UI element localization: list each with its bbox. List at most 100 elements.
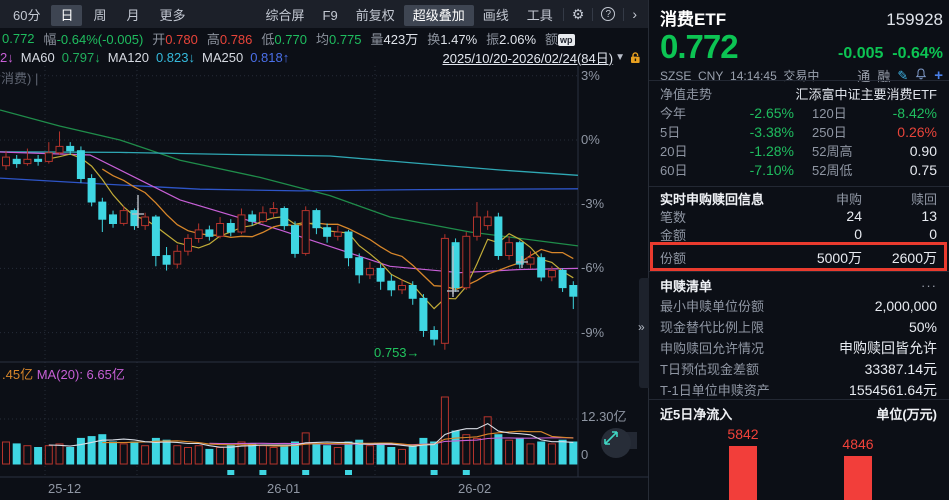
subscribe-shares: 5000万	[816, 249, 862, 266]
list-label: 申购赎回允许情况	[660, 341, 765, 356]
redeem-amount: 0	[929, 226, 937, 242]
nav-row: 5日 -3.38% 250日 0.26%	[649, 122, 949, 141]
quote-label: 振	[486, 31, 500, 47]
quote-value: -0.64%(-0.005)	[56, 31, 144, 47]
list-section-title: 申赎清单	[660, 278, 713, 294]
nav-section-title: 净值走势	[660, 87, 713, 102]
quote-value: 0.770	[274, 31, 307, 47]
help-icon[interactable]: ?	[601, 7, 616, 21]
nav-value: -7.10%	[749, 161, 794, 178]
nav-performance-section: 净值走势 汇添富中证主要消费ETF 今年 -2.65% 120日 -8.42% 5日 -3…	[649, 80, 949, 186]
list-item: 申购赎回允许情况 申购赎回皆允许	[649, 337, 949, 358]
tab-60分[interactable]: 60分	[13, 7, 41, 23]
quote-label: 换	[427, 31, 441, 47]
divider	[623, 7, 625, 21]
lock-icon[interactable]	[629, 51, 642, 64]
flow-section-title: 近5日净流入	[660, 406, 733, 422]
chart-area[interactable]: 消费) | 3%0%-3%-6%-9% 0.753→ » ✕ .45亿 MA(2…	[0, 66, 649, 500]
list-label: T-1日单位申赎资产	[660, 383, 770, 398]
list-label: 最小申赎单位份额	[660, 299, 765, 314]
quote-value: 423万	[383, 31, 419, 47]
list-label: 现金替代比例上限	[660, 320, 765, 335]
quote-低: 低0.770	[261, 29, 307, 48]
tool-工具[interactable]: 工具	[526, 7, 553, 23]
tool-超级叠加[interactable]: 超级叠加	[403, 4, 474, 26]
tool-前复权[interactable]: 前复权	[355, 7, 395, 23]
quote-幅: 幅-0.64%(-0.005)	[44, 29, 144, 48]
nav-value: 0.26%	[897, 123, 937, 140]
nav-label: 52周高	[812, 144, 853, 159]
nav-label: 20日	[660, 144, 688, 159]
list-value: 50%	[908, 318, 937, 335]
flow-bar-value: 5842	[727, 426, 759, 442]
quote-time: 14:14:45	[730, 68, 777, 83]
subscribe-count: 24	[846, 208, 862, 224]
quote-value: 2.06%	[499, 31, 537, 47]
tab-周[interactable]: 周	[93, 7, 107, 23]
add-to-watchlist-icon[interactable]: +	[934, 67, 943, 84]
tab-月[interactable]: 月	[126, 7, 140, 23]
row-label: 份额	[660, 251, 687, 266]
nav-row: 20日 -1.28% 52周高 0.90	[649, 141, 949, 160]
wp-badge-icon: wp	[558, 33, 575, 46]
nav-value: -3.38%	[749, 123, 794, 140]
quote-label: 幅	[43, 31, 57, 47]
nav-rows: 今年 -2.65% 120日 -8.42% 5日 -3.38% 250日 0.26% 20日 -1…	[649, 103, 949, 179]
table-row: 笔数 24 13	[649, 207, 949, 225]
quote-开: 开0.780	[152, 29, 198, 48]
realtime-section-title: 实时申购赎回信息	[660, 191, 765, 207]
nav-label: 5日	[660, 125, 681, 140]
price-change: -0.005 -0.64%	[838, 45, 943, 62]
ma-values: 2↓ MA60 0.797↓ MA120 0.823↓ MA250 0.818↑	[0, 50, 296, 65]
tool-F9[interactable]: F9	[322, 7, 338, 23]
edit-pencil-icon[interactable]: ✎	[897, 67, 909, 83]
more-options-icon[interactable]: ···	[921, 277, 937, 293]
list-value: 1554561.64元	[849, 381, 937, 398]
ma-value: MA60	[20, 49, 55, 65]
flow-unit-label: 单位(万元)	[876, 406, 937, 422]
fund-name: 汇添富中证主要消费ETF	[795, 87, 937, 102]
quote-振: 振2.06%	[486, 29, 536, 48]
ma-value: 2↓	[0, 49, 14, 65]
redeem-count: 13	[921, 208, 937, 224]
table-row-shares: 份额 5000万 2600万	[649, 243, 949, 272]
expand-chart-button[interactable]	[601, 428, 631, 458]
col-redeem: 赎回	[910, 191, 937, 207]
nav-row: 60日 -7.10% 52周低 0.75	[649, 160, 949, 179]
flow-bar	[844, 456, 872, 500]
creation-list-section: 申赎清单 ··· 最小申赎单位份额 2,000,000 现金替代比例上限 50% 申购赎…	[649, 271, 949, 399]
quote-value: 1.47%	[440, 31, 478, 47]
alert-bell-icon[interactable]	[915, 68, 927, 83]
date-range-selector[interactable]: 2025/10/20-2026/02/24(84日)	[442, 50, 614, 66]
quote-换: 换1.47%	[427, 29, 477, 48]
nav-label: 60日	[660, 163, 688, 178]
tool-综合屏[interactable]: 综合屏	[265, 7, 305, 23]
chevron-right-icon[interactable]: ›	[632, 6, 637, 22]
stock-name: 消费ETF	[660, 10, 727, 29]
tool-画线[interactable]: 画线	[482, 7, 509, 23]
nav-value: -2.65%	[749, 104, 794, 121]
tab-更多[interactable]: 更多	[159, 7, 186, 23]
ma-value: 0.818↑	[250, 49, 290, 65]
list-item: T-1日单位申赎资产 1554561.64元	[649, 379, 949, 400]
quote-label: 低	[261, 31, 275, 47]
nav-label: 52周低	[812, 163, 853, 178]
tab-日[interactable]: 日	[51, 4, 83, 26]
panel-collapse-strip[interactable]	[639, 278, 649, 388]
toolbar-right: 综合屏 F9 前复权 超级叠加 画线 工具 ⚙ ? ›	[257, 4, 644, 26]
quote-value: 0.786	[219, 31, 253, 47]
nav-value: -8.42%	[892, 104, 937, 121]
quote-value: 0.780	[165, 31, 198, 47]
nav-value: 0.75	[909, 161, 937, 178]
quote-header: 消费ETF 159928 0.772 -0.005 -0.64% SZSE CN…	[649, 0, 949, 84]
gear-icon[interactable]: ⚙	[571, 5, 585, 22]
nav-label: 120日	[812, 106, 847, 121]
quote-高: 高0.786	[207, 29, 253, 48]
candlestick-volume-chart[interactable]	[0, 66, 649, 500]
quote-label: 均	[315, 31, 329, 47]
list-value: 申购赎回皆允许	[839, 339, 937, 356]
chevron-down-icon[interactable]: ▼	[615, 51, 625, 63]
divider	[592, 7, 594, 21]
last-price: 0.772	[660, 28, 739, 65]
list-value: 33387.14元	[864, 360, 937, 377]
